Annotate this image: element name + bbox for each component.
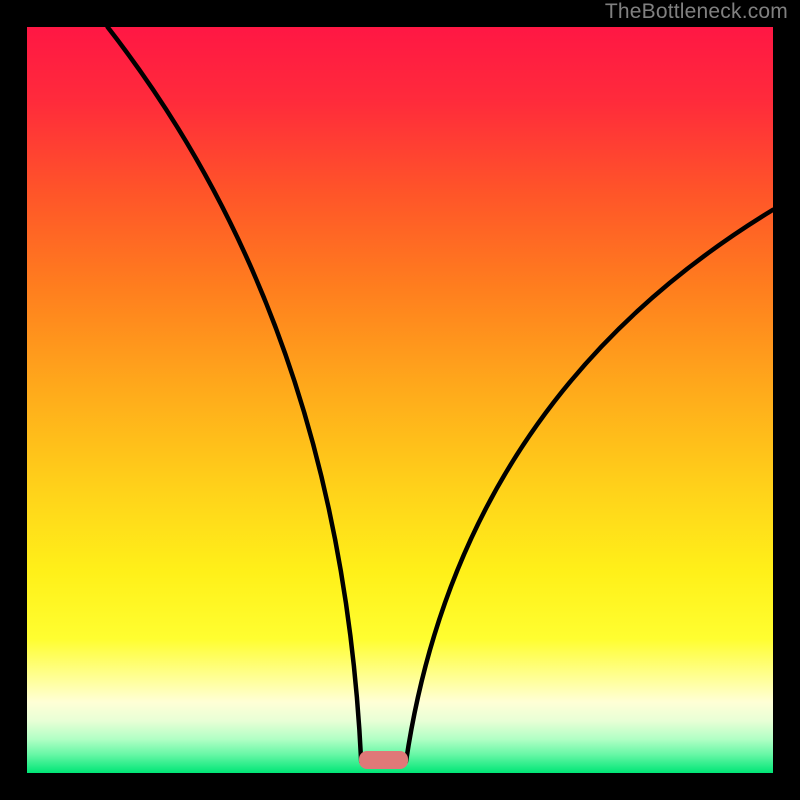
curve-left-branch <box>108 27 362 762</box>
plot-area <box>27 27 773 773</box>
watermark: TheBottleneck.com <box>605 0 788 24</box>
curve-svg <box>27 27 773 773</box>
curve-right-branch <box>406 210 773 762</box>
minimum-marker <box>359 751 408 769</box>
